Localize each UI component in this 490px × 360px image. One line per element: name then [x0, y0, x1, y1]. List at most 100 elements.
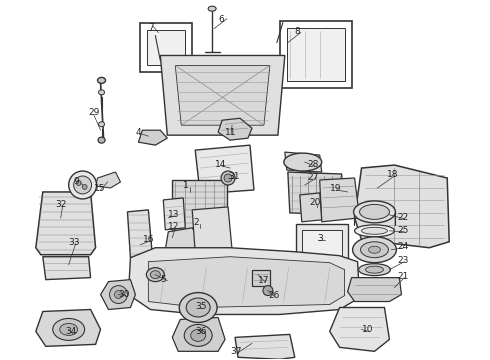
Text: 17: 17: [258, 276, 270, 285]
Ellipse shape: [98, 77, 105, 84]
Polygon shape: [195, 145, 254, 194]
Polygon shape: [218, 118, 252, 140]
Polygon shape: [355, 165, 449, 248]
Polygon shape: [160, 55, 285, 135]
Circle shape: [110, 285, 127, 303]
Ellipse shape: [147, 268, 164, 282]
Ellipse shape: [354, 201, 395, 223]
Text: 7: 7: [148, 23, 154, 32]
Text: 11: 11: [225, 128, 237, 137]
Polygon shape: [36, 192, 96, 255]
Polygon shape: [175, 66, 270, 125]
Text: 9: 9: [74, 177, 79, 186]
Text: 20: 20: [310, 198, 321, 207]
Polygon shape: [148, 257, 344, 307]
Text: 29: 29: [89, 108, 100, 117]
Text: 21: 21: [397, 272, 409, 281]
Polygon shape: [165, 228, 205, 255]
Bar: [287, 28, 344, 81]
Ellipse shape: [179, 293, 217, 323]
Text: 19: 19: [330, 184, 341, 193]
Ellipse shape: [186, 298, 210, 317]
Circle shape: [74, 176, 92, 194]
Polygon shape: [285, 152, 322, 172]
Ellipse shape: [353, 237, 396, 263]
Bar: [172, 180, 227, 235]
Text: 18: 18: [388, 170, 399, 179]
Text: 3: 3: [318, 234, 323, 243]
Text: 24: 24: [397, 242, 409, 251]
Circle shape: [221, 171, 235, 185]
Ellipse shape: [191, 329, 206, 341]
Polygon shape: [163, 198, 185, 230]
Polygon shape: [235, 334, 295, 359]
Text: 26: 26: [268, 291, 279, 300]
Ellipse shape: [361, 242, 389, 258]
Polygon shape: [192, 207, 232, 253]
Text: 34: 34: [66, 328, 77, 337]
Ellipse shape: [60, 323, 77, 336]
Polygon shape: [128, 248, 360, 315]
Text: 2: 2: [193, 218, 199, 227]
Polygon shape: [138, 130, 167, 145]
Text: 13: 13: [168, 210, 180, 219]
Text: 25: 25: [397, 226, 409, 235]
Bar: [252, 270, 270, 285]
Bar: [141, 23, 192, 72]
Circle shape: [224, 174, 232, 182]
Ellipse shape: [362, 227, 388, 234]
Polygon shape: [100, 280, 135, 310]
Polygon shape: [347, 278, 401, 302]
Ellipse shape: [366, 266, 384, 273]
Text: 16: 16: [144, 235, 155, 244]
Polygon shape: [172, 318, 225, 351]
Text: 23: 23: [397, 256, 409, 265]
Ellipse shape: [208, 6, 216, 11]
Text: 28: 28: [308, 160, 319, 169]
Text: 1: 1: [183, 181, 189, 190]
Text: 12: 12: [168, 222, 180, 231]
Circle shape: [69, 171, 97, 199]
Polygon shape: [43, 257, 91, 280]
Text: 8: 8: [295, 27, 300, 36]
Polygon shape: [330, 307, 390, 351]
Text: 4: 4: [135, 128, 141, 137]
Polygon shape: [319, 178, 360, 222]
Circle shape: [76, 180, 81, 185]
Text: 22: 22: [397, 213, 409, 222]
Ellipse shape: [53, 319, 85, 340]
Ellipse shape: [98, 137, 105, 143]
Polygon shape: [36, 310, 100, 346]
Polygon shape: [127, 210, 152, 258]
Ellipse shape: [184, 324, 212, 346]
Text: 10: 10: [362, 325, 373, 334]
Text: 15: 15: [94, 184, 105, 193]
Ellipse shape: [359, 264, 391, 276]
Bar: [147, 30, 185, 66]
Text: 33: 33: [69, 238, 80, 247]
Text: 37: 37: [230, 347, 242, 356]
Bar: [296, 224, 347, 270]
Text: 35: 35: [195, 302, 207, 311]
Ellipse shape: [98, 90, 104, 95]
Bar: [302, 230, 342, 264]
Text: 31: 31: [228, 172, 240, 181]
Text: 27: 27: [308, 173, 319, 182]
Ellipse shape: [360, 204, 390, 219]
Text: 30: 30: [119, 289, 130, 298]
Polygon shape: [300, 193, 322, 222]
Ellipse shape: [368, 246, 380, 253]
Ellipse shape: [355, 225, 394, 237]
Text: 5: 5: [160, 275, 166, 284]
Text: 32: 32: [56, 200, 67, 209]
Ellipse shape: [284, 153, 322, 171]
Circle shape: [263, 285, 273, 296]
Text: 36: 36: [195, 328, 207, 337]
Text: 6: 6: [218, 15, 224, 24]
Circle shape: [82, 184, 87, 189]
Text: 14: 14: [215, 160, 226, 169]
Bar: [280, 21, 352, 88]
Circle shape: [115, 291, 122, 298]
Polygon shape: [96, 172, 121, 188]
Ellipse shape: [150, 271, 160, 279]
